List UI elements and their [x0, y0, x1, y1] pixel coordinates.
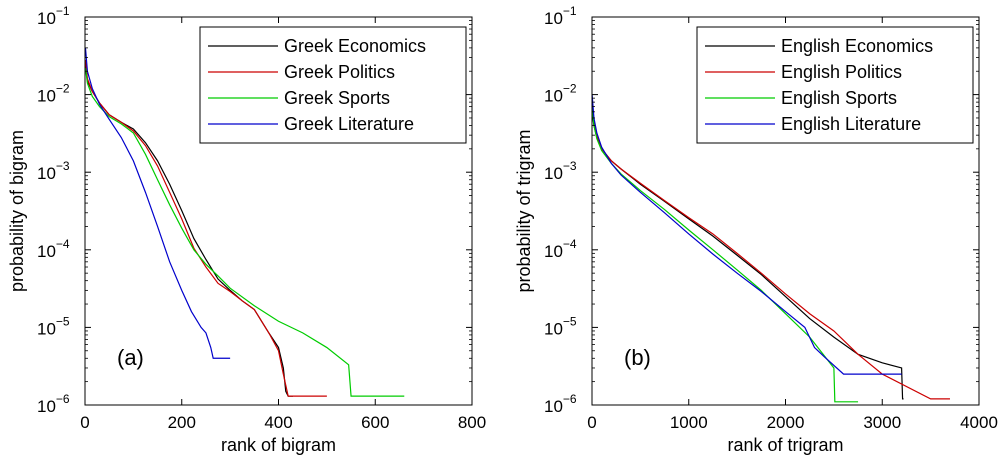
chart-1-plot: 0 1000 2000 3000 4000 10−6 10−5 10−4 10−3 10−2 10−…: [514, 4, 998, 455]
chart-0-plot: 0 200 400 600 800 10−6 10−5 10−4 10−3 10−2 10−1 ran…: [7, 4, 486, 455]
chart-0-legend: Greek Economics Greek Politics Greek Sport…: [199, 26, 467, 144]
chart-1-legend-label: English Economics: [781, 36, 933, 56]
chart-1-x-axis-label: rank of trigram: [727, 435, 843, 455]
chart-1-legend-label: English Politics: [781, 62, 902, 82]
chart-0-y-tick-label: 10−1: [37, 4, 70, 28]
chart-1-series-line-1: [591, 104, 950, 400]
chart-0-y-tick-label: 10−6: [37, 392, 70, 416]
chart-0-series-line-1: [84, 59, 327, 397]
chart-1-x-tick-label: 0: [587, 413, 596, 432]
chart-1-legend: English Economics English Politics English…: [696, 26, 974, 144]
chart-1-series-line-3: [591, 94, 902, 375]
chart-1-x-tick-label: 1000: [670, 413, 708, 432]
chart-1-y-tick-label: 10−2: [544, 82, 577, 106]
chart-1-x-tick-label: 2000: [767, 413, 805, 432]
chart-1-y-axis-label: probability of trigram: [514, 129, 534, 292]
chart-0-x-tick-label: 600: [361, 413, 389, 432]
chart-0-x-tick-label: 0: [80, 413, 89, 432]
chart-1-y-tick-label: 10−1: [544, 4, 577, 28]
chart-1-legend-label: English Literature: [781, 114, 921, 134]
chart-0-x-tick-label: 200: [168, 413, 196, 432]
chart-1-x-tick-label: 4000: [960, 413, 998, 432]
chart-1-panel-label: (b): [624, 345, 651, 370]
chart-0-x-tick-label: 400: [264, 413, 292, 432]
chart-1-legend-label: English Sports: [781, 88, 897, 108]
chart-0-y-tick-label: 10−5: [37, 314, 70, 338]
chart-0-x-axis-label: rank of bigram: [221, 435, 336, 455]
chart-0-y-tick-label: 10−3: [37, 159, 70, 183]
chart-0-legend-label: Greek Sports: [284, 88, 390, 108]
chart-1-y-tick-label: 10−4: [544, 237, 577, 261]
chart-0-x-tick-label: 800: [458, 413, 486, 432]
chart-0-legend-label: Greek Economics: [284, 36, 426, 56]
chart-0-legend-label: Greek Politics: [284, 62, 395, 82]
chart-0-legend-label: Greek Literature: [284, 114, 414, 134]
chart-0-panel-label: (a): [117, 345, 144, 370]
chart-1-series-line-2: [591, 106, 859, 403]
chart-0-y-tick-label: 10−2: [37, 82, 70, 106]
chart-1-y-tick-label: 10−5: [544, 314, 577, 338]
chart-0-y-axis-label: probability of bigram: [7, 130, 27, 292]
chart-1-y-tick-label: 10−3: [544, 159, 577, 183]
chart-0-series-line-3: [84, 47, 231, 359]
chart-0-y-tick-label: 10−4: [37, 237, 70, 261]
chart-1-y-tick-label: 10−6: [544, 392, 577, 416]
chart-1-x-tick-label: 3000: [863, 413, 901, 432]
